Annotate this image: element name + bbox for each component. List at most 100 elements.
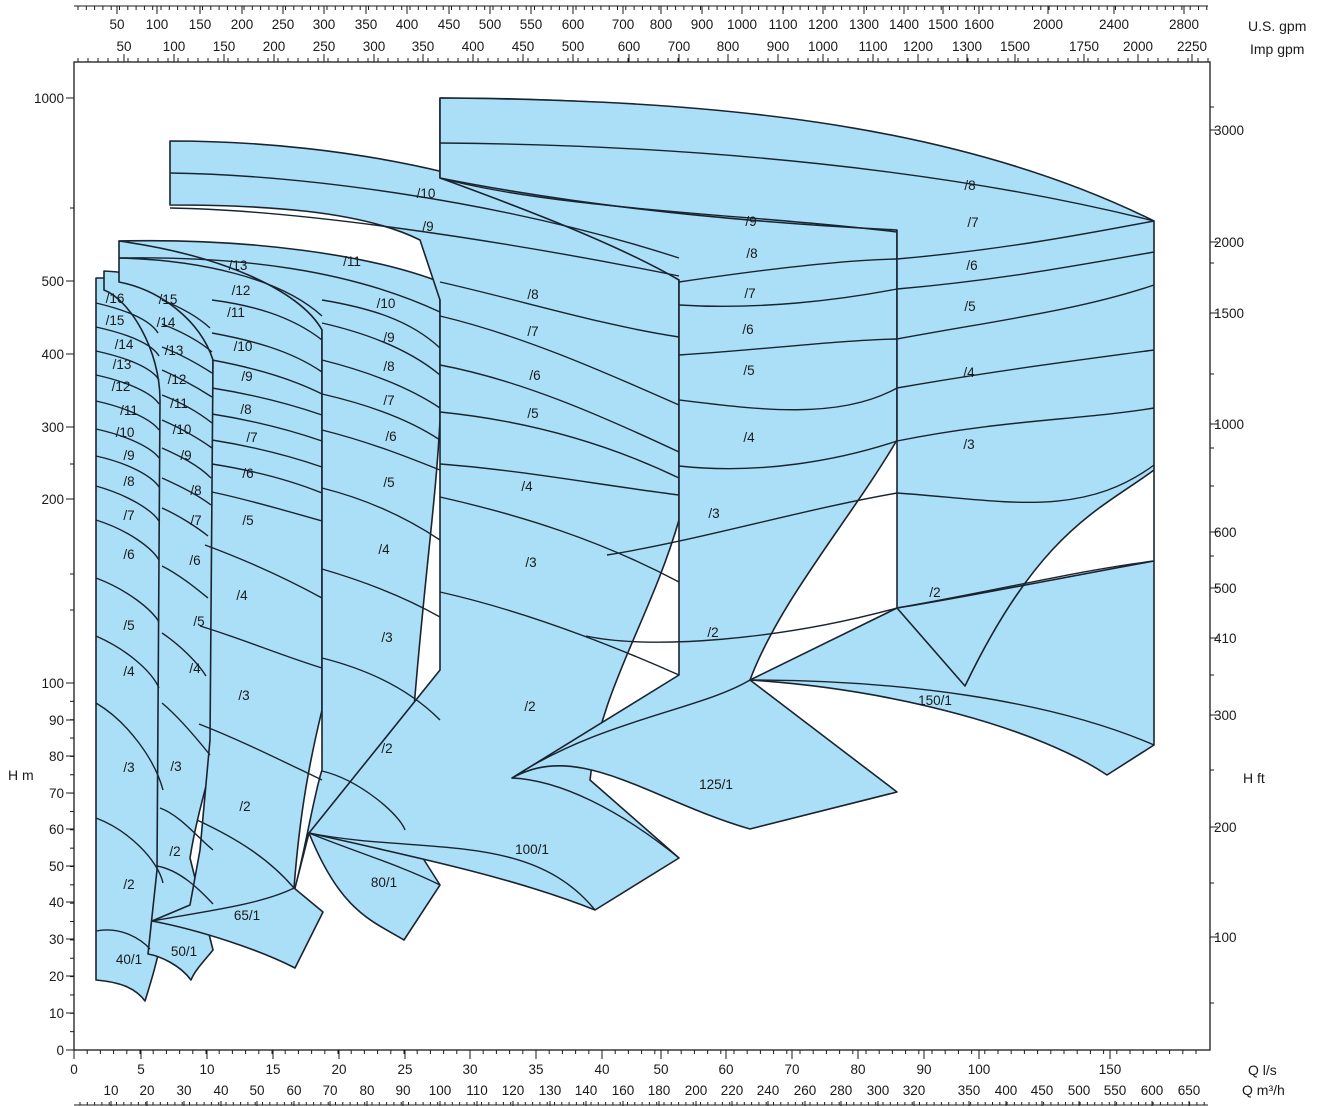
x-tick-ls: 25 — [397, 1062, 412, 1077]
stage-divider-50-1 — [161, 477, 212, 506]
x-tick-impgpm: 1100 — [858, 39, 887, 54]
stage-divider-40-1 — [95, 428, 160, 459]
stage-label-50-1: /11 — [170, 396, 188, 411]
stage-label-65-1: /10 — [234, 339, 253, 354]
stage-divider-80-1 — [321, 359, 441, 409]
y-tick-m: 0 — [56, 1043, 64, 1058]
x-tick-ls: 35 — [528, 1062, 543, 1077]
y-tick-m: 200 — [41, 492, 64, 507]
stage-divider-100-1 — [308, 832, 596, 911]
x-tick-m3h: 10 — [103, 1083, 118, 1098]
x-tick-usgpm: 1100 — [768, 17, 797, 32]
stage-divider-65-1 — [151, 887, 295, 922]
stage-label-65-1: /12 — [232, 283, 251, 298]
stage-label-100-1: /9 — [422, 219, 433, 234]
stage-divider-40-1 — [95, 374, 160, 405]
stage-divider-125-1 — [585, 607, 898, 643]
stage-label-80-1: /3 — [381, 630, 392, 645]
pump-region-80-1 — [118, 239, 441, 941]
stage-divider-100-1 — [439, 364, 680, 453]
x-tick-m3h: 260 — [794, 1083, 817, 1098]
pump-regions — [95, 97, 1155, 1002]
stage-divider-150-1 — [896, 407, 1155, 442]
x-tick-usgpm: 800 — [650, 17, 673, 32]
y-tick-ft: 600 — [1214, 525, 1237, 540]
x-tick-impgpm: 900 — [767, 39, 790, 54]
x-tick-m3h: 450 — [1031, 1083, 1054, 1098]
stage-label-65-1: /13 — [229, 258, 248, 273]
stage-divider-125-1 — [606, 492, 898, 556]
y-tick-ft: 100 — [1214, 930, 1237, 945]
stage-label-125-1: /8 — [746, 246, 757, 261]
stage-divider-125-1 — [678, 288, 898, 308]
x-tick-usgpm: 700 — [612, 17, 635, 32]
x-tick-usgpm: 1000 — [727, 17, 757, 32]
x-tick-impgpm: 1300 — [952, 39, 982, 54]
x-tick-impgpm: 1200 — [903, 39, 933, 54]
stage-divider-65-1 — [211, 463, 323, 494]
axis-ticks — [66, 5, 1218, 1106]
x-tick-m3h: 180 — [648, 1083, 671, 1098]
stage-label-125-1: /7 — [744, 286, 755, 301]
x-tick-impgpm: 450 — [512, 39, 535, 54]
stage-divider-40-1 — [95, 929, 151, 950]
stage-label-40-1: /7 — [123, 508, 134, 523]
y-tick-m: 20 — [49, 969, 64, 984]
y-tick-m: 60 — [49, 822, 64, 837]
stage-divider-50-1 — [161, 447, 212, 479]
stage-label-40-1: /13 — [113, 357, 132, 372]
stage-divider-50-1 — [161, 702, 211, 756]
x-tick-m3h: 130 — [539, 1083, 562, 1098]
x-axis-title-m3h: Q m³/h — [1242, 1082, 1285, 1098]
x-tick-m3h: 100 — [429, 1083, 452, 1098]
stage-label-50-1: /10 — [173, 422, 192, 437]
x-tick-usgpm: 2000 — [1033, 17, 1063, 32]
stage-label-65-1: /9 — [241, 369, 252, 384]
stage-divider-80-1 — [321, 429, 441, 471]
stage-label-80-1: /2 — [381, 741, 392, 756]
y-tick-m: 40 — [49, 895, 64, 910]
y-tick-m: 1000 — [34, 91, 64, 106]
x-tick-usgpm: 2400 — [1099, 17, 1129, 32]
stage-divider-40-1 — [95, 577, 160, 623]
x-tick-usgpm: 1500 — [928, 17, 958, 32]
stage-label-40-1: /12 — [112, 379, 131, 394]
stage-label-125-1: /9 — [745, 214, 756, 229]
stage-divider-125-1 — [439, 177, 898, 233]
x-tick-impgpm: 350 — [412, 39, 435, 54]
stage-divider-150-1 — [896, 349, 1155, 389]
x-tick-m3h: 50 — [249, 1083, 264, 1098]
stage-label-80-1: /6 — [385, 429, 396, 444]
x-tick-ls: 10 — [199, 1062, 214, 1077]
x-tick-m3h: 220 — [721, 1083, 744, 1098]
stage-divider-65-1 — [211, 332, 323, 373]
stage-divider-100-1 — [439, 496, 680, 583]
stage-divider-50-1 — [161, 632, 207, 677]
x-tick-impgpm: 1000 — [808, 39, 838, 54]
stage-label-40-1: /11 — [120, 403, 138, 418]
stage-label-40-1: /3 — [123, 760, 134, 775]
stage-label-50-1: /14 — [157, 315, 176, 330]
x-tick-impgpm: 500 — [562, 39, 585, 54]
x-tick-usgpm: 1400 — [889, 17, 919, 32]
x-tick-ls: 60 — [718, 1062, 733, 1077]
x-tick-impgpm: 2250 — [1177, 39, 1207, 54]
stage-label-150-1: /3 — [963, 437, 974, 452]
stage-divider-150-1 — [896, 560, 1155, 609]
stage-label-50-1: /12 — [168, 372, 187, 387]
stage-label-40-1: /15 — [106, 313, 125, 328]
x-tick-impgpm: 100 — [163, 39, 186, 54]
x-tick-m3h: 200 — [685, 1083, 708, 1098]
stage-divider-40-1 — [95, 455, 160, 488]
y-tick-m: 90 — [49, 713, 64, 728]
pump-region-150-1 — [439, 97, 1155, 776]
stage-divider-40-1 — [95, 400, 160, 431]
stage-label-50-1: 50/1 — [171, 944, 197, 959]
stage-divider-65-1 — [211, 439, 323, 468]
stage-divider-100-1 — [439, 315, 680, 406]
x-tick-ls: 100 — [968, 1062, 991, 1077]
x-axis-title-usgpm: U.S. gpm — [1248, 18, 1306, 34]
stage-divider-150-1 — [439, 142, 1155, 222]
stage-divider-150-1 — [896, 464, 1155, 504]
x-tick-usgpm: 350 — [355, 17, 378, 32]
